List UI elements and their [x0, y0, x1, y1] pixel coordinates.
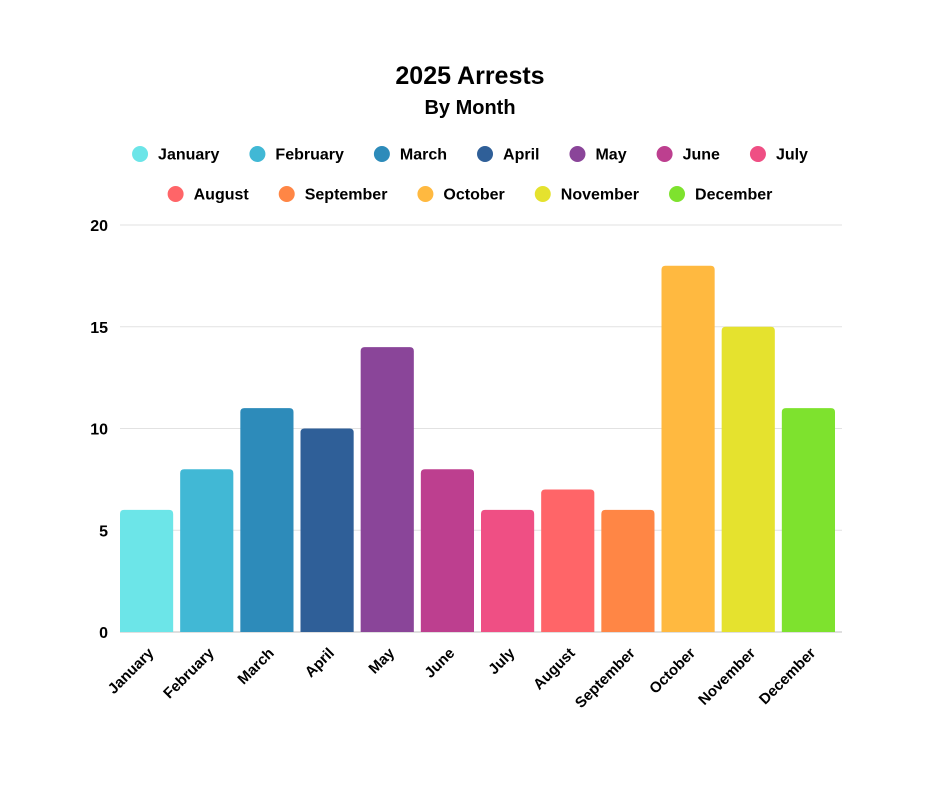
- bar-february: [180, 469, 234, 632]
- legend-swatch: [569, 146, 586, 162]
- legend-label: October: [443, 187, 504, 204]
- legend: January February March April May June July Augu…: [132, 146, 808, 204]
- legend-item-june: June: [656, 146, 720, 164]
- legend-swatch: [132, 146, 149, 162]
- legend-label: August: [194, 187, 250, 204]
- legend-item-may: May: [569, 146, 627, 164]
- legend-item-april: April: [477, 146, 539, 164]
- legend-swatch: [656, 146, 673, 162]
- legend-item-march: March: [373, 146, 447, 164]
- y-tick-label: 20: [90, 218, 108, 235]
- x-tick-label-june: June: [421, 645, 458, 682]
- bar-june: [420, 469, 474, 632]
- legend-label: July: [776, 147, 808, 164]
- legend-swatch: [477, 146, 494, 162]
- x-tick-label-october: October: [646, 645, 699, 698]
- legend-item-august: August: [167, 186, 250, 204]
- bar-march: [240, 408, 294, 632]
- x-tick-label-april: April: [302, 645, 338, 681]
- bar-august: [541, 489, 595, 632]
- bar-july: [481, 509, 535, 632]
- legend-swatch: [167, 186, 184, 202]
- bar-may: [360, 347, 414, 632]
- legend-swatch: [417, 186, 434, 202]
- chart-subtitle: By Month: [424, 97, 516, 119]
- legend-swatch: [534, 186, 551, 202]
- legend-item-july: July: [749, 146, 808, 164]
- y-axis: 0 5 10 15 20: [90, 218, 108, 642]
- legend-label: September: [305, 187, 388, 204]
- x-tick-label-january: January: [105, 644, 158, 697]
- legend-item-october: October: [417, 186, 505, 204]
- bars: [120, 265, 835, 632]
- legend-item-february: February: [249, 146, 344, 164]
- bar-october: [661, 265, 715, 632]
- bar-april: [300, 428, 354, 632]
- x-tick-label-august: August: [530, 645, 579, 694]
- bar-december: [781, 408, 835, 632]
- legend-label: June: [683, 147, 720, 164]
- legend-label: December: [695, 187, 772, 204]
- legend-swatch: [278, 186, 295, 202]
- x-tick-label-february: February: [160, 644, 218, 702]
- y-tick-label: 0: [99, 625, 108, 642]
- legend-swatch: [669, 186, 686, 202]
- legend-label: March: [400, 147, 447, 164]
- x-tick-label-march: March: [234, 645, 277, 688]
- legend-item-september: September: [278, 186, 388, 204]
- legend-label: April: [503, 147, 539, 164]
- bar-november: [721, 326, 775, 632]
- legend-item-november: November: [534, 186, 639, 204]
- x-tick-label-may: May: [365, 644, 398, 677]
- bar-january: [120, 509, 174, 632]
- legend-label: November: [561, 187, 639, 204]
- legend-swatch: [373, 146, 390, 162]
- legend-item-december: December: [669, 186, 772, 204]
- y-tick-label: 10: [90, 422, 108, 439]
- x-tick-label-december: December: [756, 645, 819, 708]
- x-tick-label-july: July: [485, 644, 519, 678]
- y-tick-label: 15: [90, 320, 108, 337]
- y-tick-label: 5: [99, 523, 108, 540]
- x-axis: January February March April May June July Augu…: [105, 644, 820, 711]
- chart-title: 2025 Arrests: [395, 62, 545, 90]
- legend-item-january: January: [132, 146, 220, 164]
- legend-label: May: [595, 147, 626, 164]
- x-tick-label-september: September: [572, 645, 639, 712]
- legend-label: January: [158, 147, 219, 164]
- legend-label: February: [275, 147, 344, 164]
- legend-swatch: [749, 146, 766, 162]
- legend-swatch: [249, 146, 266, 162]
- x-tick-label-november: November: [695, 645, 759, 709]
- bar-september: [601, 509, 655, 632]
